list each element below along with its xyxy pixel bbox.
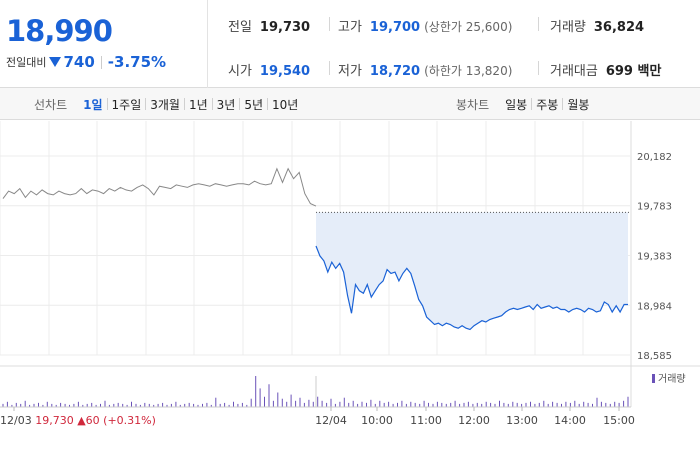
stat-amount: 거래대금 699 백만 <box>550 60 661 79</box>
x-tick-label: 15:00 <box>603 414 635 427</box>
x-tick-label: 11:00 <box>410 414 442 427</box>
stat-label: 고가 <box>338 20 362 35</box>
stat-label: 전일 <box>228 20 252 35</box>
down-arrow-icon <box>49 57 62 67</box>
price-chart: 20,182 19,783 19,383 18,984 18,585 거래량 12/04 10… <box>0 121 700 450</box>
stat-low: 저가 18,720 (하한가 13,820) <box>338 60 512 79</box>
tab-10y[interactable]: 10년 <box>272 97 299 112</box>
stat-open: 시가 19,540 <box>228 60 310 79</box>
tab-5y[interactable]: 5년 <box>244 97 264 112</box>
stat-value: 699 백만 <box>605 64 662 79</box>
y-tick-label: 19,383 <box>637 252 672 263</box>
stat-sub: (상한가 25,600) <box>424 20 513 34</box>
tab-3m[interactable]: 3개월 <box>150 97 180 112</box>
change-label: 전일대비 <box>6 56 47 69</box>
x-tick-label: 12/04 <box>315 414 347 427</box>
stat-high: 고가 19,700 (상한가 25,600) <box>338 16 512 35</box>
tab-3y[interactable]: 3년 <box>216 97 236 112</box>
change-value: 740 <box>63 53 95 71</box>
change-row: 전일대비 740 -3.75% <box>6 53 166 71</box>
prev-day-note-part: (+0.31%) <box>103 414 156 427</box>
tab-1w[interactable]: 1주일 <box>111 97 142 112</box>
change-percent: -3.75% <box>107 53 167 71</box>
y-tick-label: 20,182 <box>637 152 672 163</box>
prev-day-note-part: 12/03 <box>0 414 35 427</box>
divider <box>562 98 564 110</box>
x-tick-label: 10:00 <box>361 414 393 427</box>
stat-label: 거래량 <box>550 20 586 35</box>
stat-value: 19,700 <box>369 20 421 35</box>
tab-monthly[interactable]: 월봉 <box>567 97 590 112</box>
divider <box>531 98 533 110</box>
series-prev-day-line <box>2 167 317 207</box>
series-today-line <box>315 245 628 331</box>
stat-prev-close: 전일 19,730 <box>228 16 310 35</box>
stat-label: 저가 <box>338 64 362 79</box>
line-chart-tabs: 선차트 1일 1주일 3개월 1년 3년 5년 10년 <box>34 88 302 120</box>
candle-chart-title: 봉차트 <box>456 97 490 112</box>
stat-value: 18,720 <box>369 64 421 79</box>
period-tabs: 선차트 1일 1주일 3개월 1년 3년 5년 10년 봉차트 일봉 주봉 월봉 <box>0 88 700 120</box>
divider <box>329 61 330 75</box>
volume-legend-swatch <box>652 374 655 383</box>
stat-label: 시가 <box>228 64 252 79</box>
stat-sub: (하한가 13,820) <box>424 64 513 78</box>
divider <box>239 98 241 110</box>
divider <box>106 98 108 110</box>
divider <box>329 17 330 31</box>
stat-value: 19,730 <box>259 20 311 35</box>
prev-day-note: 12/03 19,730 ▲60 (+0.31%) <box>0 414 156 427</box>
quote-summary: 18,990 전일대비 740 -3.75% 전일 19,730 시가 19,5… <box>0 0 700 88</box>
y-tick-label: 19,783 <box>637 202 672 213</box>
stat-value: 19,540 <box>259 64 311 79</box>
divider <box>211 98 213 110</box>
current-price: 18,990 <box>6 14 113 48</box>
y-tick-label: 18,585 <box>637 351 672 362</box>
price-chart-svg: 20,182 19,783 19,383 18,984 18,585 거래량 12/04 10… <box>0 121 700 427</box>
stat-volume: 거래량 36,824 <box>550 16 644 35</box>
divider <box>100 55 102 69</box>
candle-chart-tabs: 봉차트 일봉 주봉 월봉 <box>456 88 593 120</box>
divider <box>538 17 539 31</box>
x-tick-label: 12:00 <box>458 414 490 427</box>
series-today-fill <box>316 212 628 330</box>
divider <box>183 98 185 110</box>
stat-value: 36,824 <box>593 20 645 35</box>
tab-daily[interactable]: 일봉 <box>505 97 528 112</box>
tab-1y[interactable]: 1년 <box>188 97 208 112</box>
divider <box>145 98 147 110</box>
tab-weekly[interactable]: 주봉 <box>536 97 559 112</box>
x-tick-label: 13:00 <box>506 414 538 427</box>
prev-day-note-part: 19,730 <box>35 414 77 427</box>
y-tick-label: 18,984 <box>637 301 672 312</box>
tab-1d[interactable]: 1일 <box>83 97 103 112</box>
divider <box>538 61 539 75</box>
divider <box>267 98 269 110</box>
prev-day-note-part: ▲60 <box>77 414 103 427</box>
stat-label: 거래대금 <box>550 64 598 79</box>
line-chart-title: 선차트 <box>34 97 68 112</box>
volume-legend-label: 거래량 <box>658 373 686 385</box>
x-tick-label: 14:00 <box>554 414 586 427</box>
price-box: 18,990 전일대비 740 -3.75% <box>0 0 208 88</box>
